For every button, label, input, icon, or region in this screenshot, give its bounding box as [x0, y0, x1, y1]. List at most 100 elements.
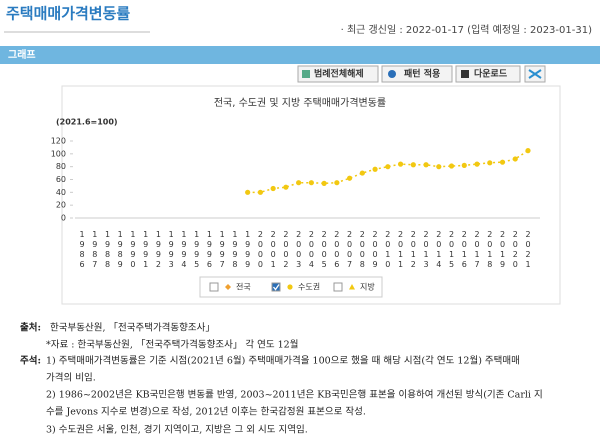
- legend-marker: [349, 284, 355, 290]
- x-tick-label: 1999: [243, 230, 252, 270]
- legend-label[interactable]: 지방: [360, 282, 375, 292]
- legend-checkbox[interactable]: [333, 282, 343, 292]
- x-tick-label: 2008: [358, 230, 367, 270]
- x-tick-label: 1994: [179, 230, 188, 270]
- x-tick-label: 2017: [473, 230, 482, 270]
- data-point: [296, 180, 302, 186]
- x-tick-label: 2018: [485, 230, 494, 270]
- note-line: 가격의 비임.: [46, 372, 96, 384]
- footer: 출처: 한국부동산원, 「전국주택가격동향조사」 *자료 : 한국부동산원, 「…: [20, 322, 298, 367]
- data-point: [270, 185, 276, 192]
- data-point: [321, 180, 327, 186]
- x-tick-label: 1997: [218, 230, 227, 270]
- y-tick-label: 80: [56, 162, 66, 171]
- x-tick-label: 1992: [154, 230, 163, 270]
- x-tick-label: 1990: [128, 230, 137, 270]
- x-tick-label: 2006: [332, 230, 341, 270]
- x-tick-label: 1989: [116, 230, 125, 270]
- legend-marker: [225, 284, 231, 290]
- icon: [528, 69, 542, 79]
- x-tick-label: 2003: [294, 230, 303, 270]
- page-title: 주택매매가격변동률: [6, 5, 130, 23]
- data-point: [525, 148, 531, 154]
- data-point: [385, 164, 391, 170]
- icon: [388, 70, 396, 78]
- x-tick-label: 2010: [383, 230, 392, 270]
- x-tick-label: 2002: [281, 230, 290, 270]
- data-point: [448, 163, 455, 169]
- legend-label[interactable]: 수도권: [298, 282, 320, 292]
- data-point: [499, 159, 506, 165]
- y-tick-label: 20: [56, 201, 66, 210]
- legend-marker: [287, 284, 293, 290]
- x-tick-label: 2007: [345, 230, 354, 270]
- x-tick-label: 1987: [90, 230, 99, 270]
- note-line: 수를 Jevons 지수로 변경)으로 작성, 2012년 이후는 한국감정원 …: [46, 406, 366, 418]
- x-tick-label: 2011: [396, 230, 405, 270]
- data-point: [359, 170, 365, 176]
- data-point: [423, 162, 429, 168]
- update-info: · 최근 갱신일 : 2022-01-17 (입력 예정일 : 2023-01-…: [341, 23, 592, 36]
- x-tick-label: 2020: [511, 230, 520, 270]
- x-tick-label: 2016: [460, 230, 469, 270]
- toolbar: 범례전체해제 패턴 적용 다운로드: [297, 65, 546, 83]
- data-point: [436, 164, 442, 170]
- button[interactable]: [381, 65, 453, 83]
- x-tick-label: 1996: [205, 230, 214, 270]
- icon: [461, 70, 469, 78]
- x-tick-label: 2015: [447, 230, 456, 270]
- legend-checkbox[interactable]: [271, 282, 281, 292]
- button[interactable]: [297, 65, 379, 83]
- data-source: *자료 : 한국부동산원, 「전국주택가격동향조사」 각 연도 12월: [46, 339, 298, 351]
- x-tick-label: 2012: [409, 230, 418, 270]
- data-point: [257, 189, 263, 195]
- y-tick-label: 60: [56, 175, 66, 184]
- source-label: 출처:: [20, 322, 41, 334]
- note-line: 2) 1986~2002년은 KB국민은행 변동률 반영, 2003~2011년…: [46, 389, 543, 401]
- x-tick-label: 2021: [524, 230, 533, 270]
- note-line: 1) 주택매매가격변동률은 기준 시점(2021년 6월) 주택매매가격을 10…: [46, 355, 520, 367]
- button-label[interactable]: 다운로드: [474, 68, 508, 80]
- data-point: [308, 180, 314, 186]
- x-tick-label: 2001: [269, 230, 278, 270]
- series-line: [247, 149, 529, 194]
- y-tick-label: 0: [61, 214, 66, 223]
- unit-label: (2021.6=100): [56, 118, 118, 127]
- x-tick-label: 2005: [320, 230, 329, 270]
- y-tick-label: 40: [56, 188, 66, 197]
- chart-frame: [61, 85, 561, 305]
- y-tick-label: 120: [51, 137, 66, 146]
- x-tick-label: 1986: [78, 230, 87, 270]
- button-label[interactable]: 패턴 적용: [404, 68, 440, 80]
- source: 한국부동산원, 「전국주택가격동향조사」: [50, 322, 215, 334]
- section-bar: [0, 46, 600, 64]
- y-tick-label: 100: [51, 149, 66, 158]
- button-label[interactable]: 범례전체해제: [314, 68, 364, 80]
- data-point: [487, 160, 493, 166]
- notes-label: 주석:: [20, 355, 41, 367]
- data-point: [397, 161, 404, 167]
- chart-title: 전국, 수도권 및 지방 주택매매가격변동률: [214, 96, 386, 109]
- x-tick-label: 1998: [230, 230, 239, 270]
- data-point: [245, 189, 251, 195]
- icon: [302, 70, 310, 78]
- x-tick-label: 2004: [307, 230, 316, 270]
- x-tick-label: 2000: [256, 230, 265, 270]
- data-point: [410, 162, 416, 168]
- x-tick-label: 2013: [422, 230, 431, 270]
- data-point: [461, 162, 467, 168]
- x-tick-label: 1993: [167, 230, 176, 270]
- x-tick-label: 2009: [371, 230, 380, 270]
- section-title: 그래프: [8, 48, 36, 61]
- x-tick-label: 1991: [141, 230, 150, 270]
- x-tick-label: 2019: [498, 230, 507, 270]
- x-tick-label: 1995: [192, 230, 201, 270]
- x-tick-label: 2014: [434, 230, 443, 270]
- button[interactable]: [455, 65, 521, 83]
- legend-checkbox[interactable]: [209, 282, 219, 292]
- legend-label[interactable]: 전국: [236, 282, 251, 292]
- data-point: [347, 175, 353, 181]
- data-point: [334, 180, 340, 186]
- data-point: [283, 184, 289, 190]
